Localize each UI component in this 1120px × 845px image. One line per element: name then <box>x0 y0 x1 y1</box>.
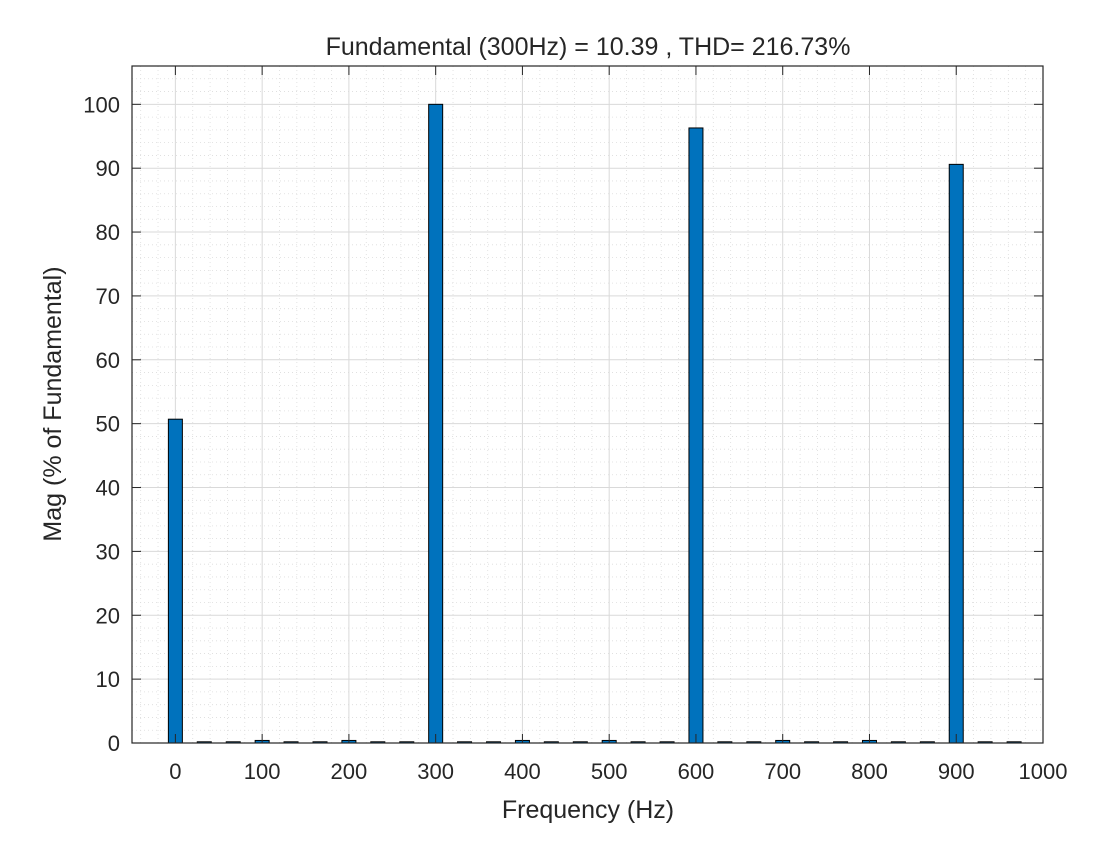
bar-0 <box>167 418 183 744</box>
axes-background <box>132 66 1043 743</box>
y-tick-label-20: 20 <box>96 603 120 628</box>
x-tick-label-100: 100 <box>244 759 281 784</box>
x-axis-label: Frequency (Hz) <box>502 796 674 824</box>
bar-600 <box>688 127 704 744</box>
y-tick-label-40: 40 <box>96 476 120 501</box>
x-tick-label-700: 700 <box>764 759 801 784</box>
y-tick-label-50: 50 <box>96 412 120 437</box>
y-tick-label-0: 0 <box>108 731 120 756</box>
y-tick-label-90: 90 <box>96 156 120 181</box>
bar-900 <box>948 163 964 744</box>
x-tick-label-900: 900 <box>938 759 975 784</box>
chart-title: Fundamental (300Hz) = 10.39 , THD= 216.7… <box>326 33 851 61</box>
x-tick-label-600: 600 <box>678 759 715 784</box>
y-tick-label-60: 60 <box>96 348 120 373</box>
x-tick-label-300: 300 <box>417 759 454 784</box>
y-tick-label-80: 80 <box>96 220 120 245</box>
x-tick-label-1000: 1000 <box>1019 759 1068 784</box>
x-tick-label-200: 200 <box>331 759 368 784</box>
y-tick-label-30: 30 <box>96 539 120 564</box>
y-axis-label: Mag (% of Fundamental) <box>39 266 67 541</box>
x-tick-label-800: 800 <box>851 759 888 784</box>
y-tick-label-10: 10 <box>96 667 120 692</box>
y-tick-label-100: 100 <box>83 92 120 117</box>
y-tick-label-70: 70 <box>96 284 120 309</box>
x-tick-label-500: 500 <box>591 759 628 784</box>
bar-300 <box>428 103 444 744</box>
x-tick-label-400: 400 <box>504 759 541 784</box>
x-tick-label-0: 0 <box>169 759 181 784</box>
axes-box <box>131 65 1044 744</box>
plot-area: 0 100 200 300 400 500 600 700 800 900 1000 0 10 20 30 4… <box>83 65 1068 784</box>
